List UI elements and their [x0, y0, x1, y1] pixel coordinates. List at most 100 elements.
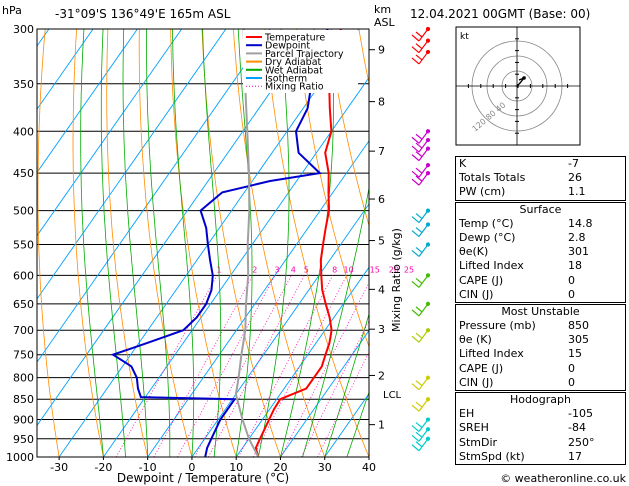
temperature-tick-label: 10	[229, 461, 243, 474]
mixing-ratio-line	[208, 275, 305, 457]
wind-barb	[411, 49, 431, 65]
profile-dewpoint	[110, 29, 329, 457]
wind-barb-flag	[415, 332, 423, 339]
profile-parcel-trajectory	[234, 29, 260, 457]
wind-barb-dot	[425, 375, 431, 380]
isotherm-line	[37, 29, 94, 110]
pressure-tick-label: 550	[13, 238, 34, 251]
wind-barb-dot	[425, 129, 431, 134]
wind-barb	[411, 163, 431, 178]
dry-adiabat-line	[72, 29, 104, 457]
wind-barb-flag	[411, 154, 420, 162]
wind-barb-staff	[418, 139, 429, 153]
wet-adiabat-line	[172, 29, 195, 457]
index-value: 301	[568, 245, 589, 259]
wind-barb-flag	[415, 401, 423, 408]
wind-barb-dot	[425, 208, 431, 213]
wind-barb-flag	[411, 216, 420, 224]
index-value: 0	[568, 287, 575, 301]
temperature-tick-label: 40	[362, 461, 376, 474]
wind-barb-flag	[415, 213, 423, 220]
pressure-tick-label: 300	[13, 23, 34, 36]
wind-barb-dot	[425, 417, 431, 422]
wind-barb-staff	[418, 40, 429, 54]
index-value: 305	[568, 333, 589, 347]
wind-barb-flag	[411, 425, 420, 433]
wind-barb	[411, 38, 431, 54]
index-row: CAPE (J) 0	[456, 274, 625, 288]
pressure-tick-label: 900	[13, 414, 34, 427]
index-label: Totals Totals	[459, 171, 526, 185]
footer-credit: © weatheronline.co.uk	[500, 472, 626, 485]
temperature-tick-label: 20	[273, 461, 287, 474]
dry-adiabat-line	[233, 29, 326, 457]
wind-barb-flag	[411, 170, 420, 178]
hodograph-box: Hodograph EH -105 SREH -84 StmDir 250° StmSpd …	[455, 392, 626, 465]
wet-adiabat-line	[146, 29, 171, 457]
index-row: θe(K) 301	[456, 245, 625, 259]
wind-barb-dot	[425, 146, 431, 151]
index-label: StmDir	[459, 435, 498, 449]
wind-barb	[411, 397, 431, 412]
wind-barb-flag	[411, 335, 420, 343]
wet-adiabat-line	[202, 29, 222, 457]
wind-barb-flag	[411, 230, 420, 237]
index-row: StmDir 250°	[456, 436, 625, 450]
wind-barb-dot	[425, 397, 431, 402]
mixing-ratio-line	[153, 275, 254, 457]
index-row: Lifted Index 15	[456, 347, 625, 361]
mixing-ratio-line	[238, 275, 334, 457]
wind-barb-flag	[415, 431, 423, 438]
surface-title: Surface	[519, 202, 562, 216]
pressure-tick-label: 750	[13, 349, 34, 362]
index-value: 17	[568, 449, 582, 463]
index-label: EH	[459, 407, 475, 421]
wet-adiabat-line	[257, 29, 290, 457]
wind-barb-dot	[425, 301, 431, 306]
mixing-ratio-label: 5	[304, 265, 309, 274]
index-value: 1.1	[568, 185, 586, 199]
wet-adiabat-line	[280, 29, 334, 457]
dry-adiabat-line	[138, 29, 193, 457]
index-row: Lifted Index 18	[456, 259, 625, 273]
index-label: CAPE (J)	[459, 273, 504, 287]
indices-panel: K -7 Totals Totals 26 PW (cm) 1.1 Surface Tem…	[455, 156, 626, 467]
legend-entry: Isotherm	[265, 74, 307, 85]
wind-barb-dot	[425, 26, 431, 32]
km-tick-label: 1	[378, 419, 385, 432]
isotherm-line	[58, 29, 360, 457]
wind-barb-flag	[415, 175, 423, 182]
profiles	[110, 29, 342, 457]
index-value: 18	[568, 259, 582, 273]
temperature-tick-label: 30	[318, 461, 332, 474]
pressure-tick-label: 450	[13, 167, 34, 180]
pressure-tick-label: 400	[13, 125, 34, 138]
km-unit-label: km	[374, 3, 391, 16]
wind-barb-dot	[425, 38, 431, 43]
wind-barb-staff	[418, 224, 429, 237]
index-label: PW (cm)	[459, 185, 506, 199]
dry-adiabat-line	[201, 29, 281, 457]
wind-barb-staff	[418, 164, 429, 178]
location-title: -31°09'S 136°49'E 165m ASL	[55, 7, 231, 21]
wind-barb-flag	[415, 151, 423, 158]
mixing-ratio-line	[280, 281, 369, 457]
mixing-ratio-label: 15	[370, 265, 380, 274]
isotherm-line	[0, 29, 5, 457]
legend-entry: Wet Adiabat	[265, 65, 323, 76]
wind-barb-dot	[425, 137, 431, 143]
dry-adiabat-line	[327, 29, 369, 228]
wet-adiabat-line	[80, 29, 104, 457]
wind-barb-flag	[415, 441, 423, 448]
pressure-tick-label: 700	[13, 324, 34, 337]
wind-barb-dot	[425, 171, 431, 176]
mixing-ratio-axis-label: Mixing Ratio (g/kg)	[390, 228, 403, 332]
index-label: Lifted Index	[459, 347, 524, 361]
pressure-tick-label: 500	[13, 205, 34, 218]
mixing-ratio-line	[115, 275, 218, 457]
wind-barb	[411, 137, 431, 153]
index-value: -84	[568, 421, 586, 435]
wind-barb	[411, 436, 431, 452]
